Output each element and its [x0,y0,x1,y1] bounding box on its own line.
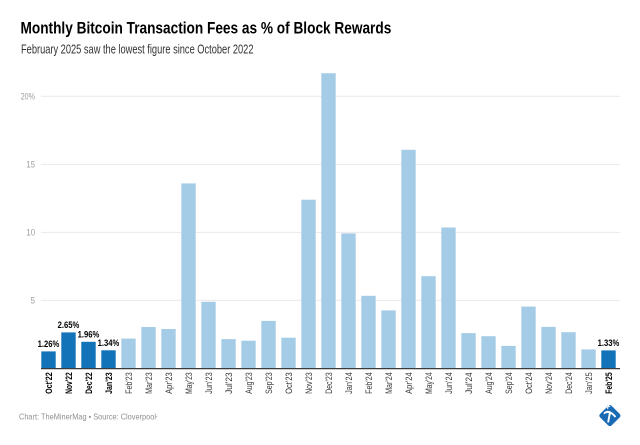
svg-text:Oct'23: Oct'23 [284,372,294,394]
svg-text:Nov'23: Nov'23 [304,372,314,394]
svg-text:Sep'24: Sep'24 [504,372,514,394]
svg-text:5: 5 [31,296,35,306]
svg-text:Jul'23: Jul'23 [224,372,234,394]
svg-text:1.96%: 1.96% [78,330,100,340]
svg-text:Jun'23: Jun'23 [204,372,214,394]
svg-text:20%: 20% [21,92,35,102]
svg-text:2.65%: 2.65% [58,320,80,330]
svg-text:Mar'24: Mar'24 [384,372,394,394]
svg-text:Feb'23: Feb'23 [124,372,134,394]
svg-text:Dec'23: Dec'23 [324,372,334,394]
svg-text:Monthly Bitcoin Transaction Fe: Monthly Bitcoin Transaction Fees as % of… [21,19,392,38]
svg-text:Feb'25: Feb'25 [604,372,614,394]
svg-text:Mar'23: Mar'23 [144,372,154,394]
svg-text:Apr'24: Apr'24 [404,372,414,394]
svg-text:Aug'23: Aug'23 [244,372,254,394]
svg-text:Aug'24: Aug'24 [484,372,494,394]
svg-text:Jan'23: Jan'23 [104,372,114,394]
svg-text:1.26%: 1.26% [38,339,60,349]
svg-text:Apr'23: Apr'23 [164,372,174,394]
svg-text:1.33%: 1.33% [598,338,620,348]
svg-text:February 2025 saw the lowest f: February 2025 saw the lowest figure sinc… [21,41,254,56]
svg-text:Jul'24: Jul'24 [464,372,474,394]
svg-text:Sep'23: Sep'23 [264,372,274,394]
svg-text:Dec'24: Dec'24 [564,372,574,394]
svg-text:Chart: TheMinerMag • Source: C: Chart: TheMinerMag • Source: Cloverpool [19,412,156,422]
svg-text:May'23: May'23 [184,372,194,394]
svg-text:Oct'22: Oct'22 [44,372,54,394]
svg-text:Jan'25: Jan'25 [584,372,594,394]
svg-text:Feb'24: Feb'24 [364,372,374,394]
svg-text:May'24: May'24 [424,372,434,394]
svg-text:Jan'24: Jan'24 [344,372,354,394]
svg-text:Jun'24: Jun'24 [444,372,454,394]
svg-text:Dec'22: Dec'22 [84,372,94,394]
svg-text:Nov'24: Nov'24 [544,372,554,394]
svg-text:10: 10 [26,228,35,238]
svg-text:15: 15 [26,160,35,170]
svg-text:1.34%: 1.34% [98,338,120,348]
svg-text:Nov'22: Nov'22 [64,372,74,394]
svg-text:Oct'24: Oct'24 [524,372,534,394]
